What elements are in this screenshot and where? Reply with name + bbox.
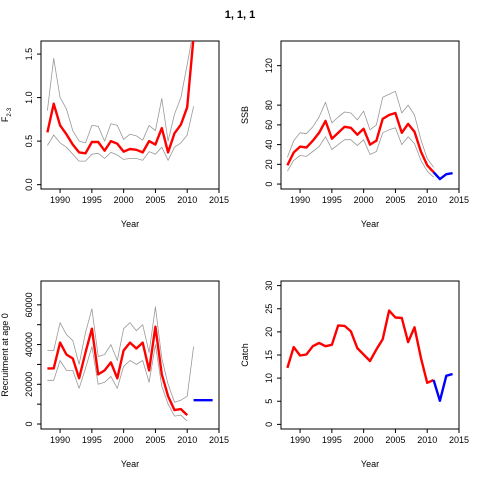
plot-frame	[40, 280, 220, 430]
plot-frame	[280, 280, 460, 430]
x-tick-label: 2005	[145, 195, 165, 205]
y-tick-label: 0	[24, 422, 34, 427]
series-line-estimate	[286, 111, 435, 174]
x-tick-label: 2005	[385, 435, 405, 445]
x-tick-label: 2015	[209, 195, 229, 205]
y-tick-label: 0	[264, 182, 274, 187]
x-tick-label: 2010	[177, 435, 197, 445]
y-tick-label: 1.5	[24, 48, 34, 61]
x-tick-label: 2000	[354, 435, 374, 445]
x-tick-label: 2015	[449, 195, 469, 205]
y-tick-label: 60000	[24, 292, 34, 317]
x-tick-label: 2000	[354, 195, 374, 205]
series-line-lower	[47, 344, 188, 422]
x-axis-title: Year	[361, 459, 379, 469]
panel-ssb: 1990 1995 2000 2005 2010 2015 0 20 40 60 80 120 Year…	[240, 40, 469, 229]
x-tick-label: 1995	[82, 435, 102, 445]
plot-frame	[40, 40, 220, 190]
x-tick-label: 2000	[114, 435, 134, 445]
x-tick-label: 2010	[417, 435, 437, 445]
y-tick-label: 20	[264, 159, 274, 169]
y-axis-title: Catch	[240, 343, 250, 367]
y-tick-label: 1.0	[24, 91, 34, 104]
figure-title: 1, 1, 1	[224, 9, 256, 21]
x-axis-title: Year	[121, 219, 139, 229]
y-tick-label: 0.5	[24, 135, 34, 148]
y-tick-label: 25	[264, 304, 274, 314]
y-tick-label: 0	[264, 422, 274, 427]
x-tick-label: 1990	[290, 195, 310, 205]
x-tick-label: 2015	[209, 435, 229, 445]
y-tick-label: 80	[264, 100, 274, 110]
y-tick-label: 5	[264, 399, 274, 404]
series-line-estimate	[47, 325, 189, 416]
x-tick-label: 2000	[114, 195, 134, 205]
y-tick-label: 10	[264, 373, 274, 383]
x-tick-label: 1995	[82, 195, 102, 205]
y-tick-label: 120	[264, 58, 274, 73]
y-tick-label: 40000	[24, 332, 34, 357]
x-tick-label: 2010	[417, 195, 437, 205]
y-axis-subscript: 2-3	[7, 107, 13, 116]
x-tick-label: 2015	[449, 435, 469, 445]
x-axis-title: Year	[361, 219, 379, 229]
y-tick-label: 60	[264, 120, 274, 130]
series-line-lower	[47, 106, 194, 162]
series-line-upper-tail	[186, 346, 194, 397]
y-axis-title: SSB	[240, 106, 250, 124]
panel-catch: 1990 1995 2000 2005 2010 2015 0 5 10 15 20 25 30 Year…	[240, 280, 469, 469]
x-tick-label: 1995	[322, 435, 342, 445]
series-line-upper	[47, 41, 192, 144]
series-line-upper	[287, 90, 434, 168]
x-axis-title: Year	[121, 459, 139, 469]
x-tick-label: 2010	[177, 195, 197, 205]
series-line-projection	[432, 171, 453, 181]
x-tick-label: 1990	[50, 435, 70, 445]
x-tick-label: 2005	[145, 435, 165, 445]
series-line-upper	[47, 306, 188, 403]
y-tick-label: 20000	[24, 372, 34, 397]
series-line-projection	[432, 372, 453, 402]
x-tick-label: 1990	[290, 435, 310, 445]
y-axis-title: Recruitment at age 0	[0, 313, 10, 397]
series-line-lower	[287, 127, 434, 178]
panel-recruitment: 1990 1995 2000 2005 2010 2015 0 20000 40000 60000…	[0, 280, 229, 469]
plot-frame	[280, 40, 460, 190]
y-tick-label: 15	[264, 350, 274, 360]
x-tick-label: 1995	[322, 195, 342, 205]
y-tick-label: 30	[264, 281, 274, 291]
series-line-estimate	[46, 41, 195, 155]
x-tick-label: 2005	[385, 195, 405, 205]
series-line-estimate	[286, 309, 435, 384]
y-tick-label: 0.0	[24, 178, 34, 191]
y-tick-label: 20	[264, 327, 274, 337]
panel-f: 1990 1995 2000 2005 2010 2015 0.0 0.5 1.0 1.5 Year…	[0, 40, 229, 229]
y-tick-label: 40	[264, 140, 274, 150]
y-axis-title: F2-3	[0, 107, 13, 122]
x-tick-label: 1990	[50, 195, 70, 205]
